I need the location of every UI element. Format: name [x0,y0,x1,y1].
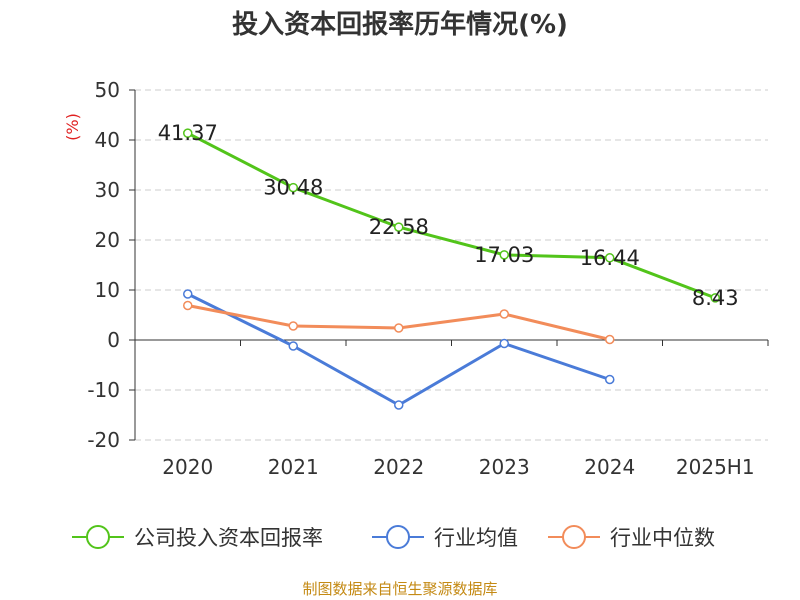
legend-swatch-marker [562,525,586,549]
legend-item: 行业均值 [372,525,518,550]
data-point [605,374,615,385]
series-line-1 [187,292,611,407]
x-tick-label: 2024 [584,455,635,479]
y-tick-label: 50 [95,78,120,102]
data-point [394,222,404,232]
y-axis-label: (%) [63,113,82,141]
data-point [710,293,720,303]
y-tick-label: 20 [95,228,120,252]
y-tick-label: -10 [87,378,120,402]
data-label: 17.03 [474,243,534,267]
x-tick-label: 2020 [162,455,213,479]
series-line-2 [187,304,611,341]
chart-title: 投入资本回报率历年情况(%) [232,10,568,40]
data-point [183,300,193,311]
data-point [605,334,615,345]
data-point [183,289,193,299]
data-point [499,338,509,349]
data-label: 22.58 [369,215,429,239]
data-label: 8.43 [692,286,739,310]
y-tick-label: 30 [95,178,120,202]
data-point [288,182,298,193]
data-label: 16.44 [580,246,640,270]
data-label: 30.48 [263,176,323,200]
y-tick-label: -20 [87,428,120,452]
x-tick-label: 2025H1 [676,455,755,479]
axes: 50 40 30 20 10 0 -10 -20 (%) 2020 2021 2022 2023 2024… [63,78,769,479]
data-point [394,323,404,333]
legend-item: 公司投入资本回报率 [72,525,323,550]
y-tick-label: 40 [95,128,120,152]
series-lines [183,128,720,410]
y-tick-label: 0 [107,328,120,352]
data-label: 41.37 [158,121,218,145]
legend-label: 行业中位数 [610,526,715,550]
data-point [394,400,404,410]
legend-swatch-marker [86,525,110,549]
legend-label: 公司投入资本回报率 [134,526,323,550]
data-point [288,321,298,331]
data-point [605,253,615,263]
data-labels: 41.37 30.48 22.58 17.03 16.44 8.43 [158,121,739,310]
data-point [183,128,193,138]
data-point [288,341,298,351]
x-tick-label: 2022 [373,455,424,479]
data-point [499,250,509,260]
grid-lines [135,89,768,441]
series-line-0 [187,131,716,300]
source-note: 制图数据来自恒生聚源数据库 [302,580,498,598]
x-tick-label: 2023 [479,455,530,479]
data-point [499,309,509,319]
legend: 公司投入资本回报率 行业均值 行业中位数 [72,525,715,550]
x-tick-label: 2021 [268,455,319,479]
legend-item: 行业中位数 [548,525,715,550]
legend-label: 行业均值 [434,526,518,550]
legend-swatch-marker [386,525,410,549]
y-tick-label: 10 [95,278,120,302]
